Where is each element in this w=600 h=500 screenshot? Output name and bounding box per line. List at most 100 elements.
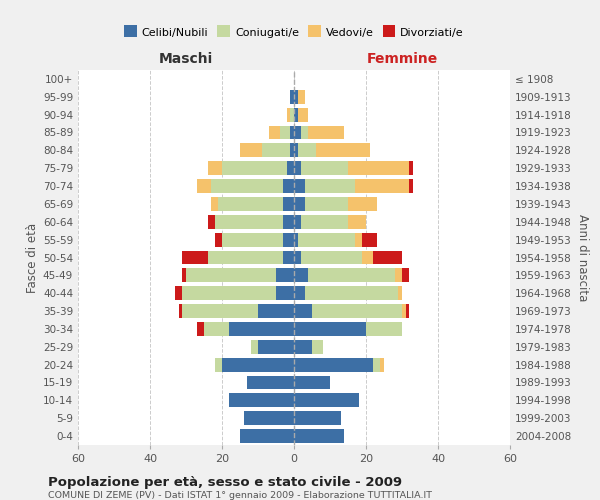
Bar: [218, 197, 283, 211]
Bar: [294, 197, 305, 211]
Bar: [182, 286, 276, 300]
Bar: [283, 197, 294, 211]
Bar: [211, 197, 218, 211]
Bar: [355, 179, 409, 193]
Bar: [197, 179, 211, 193]
Bar: [294, 358, 373, 372]
Bar: [395, 268, 402, 282]
Bar: [283, 232, 294, 246]
Bar: [409, 161, 413, 175]
Bar: [301, 250, 362, 264]
Bar: [215, 358, 222, 372]
Bar: [208, 215, 215, 229]
Bar: [294, 144, 298, 158]
Bar: [197, 322, 204, 336]
Bar: [208, 250, 283, 264]
Bar: [348, 197, 377, 211]
Y-axis label: Fasce di età: Fasce di età: [26, 222, 39, 292]
Bar: [316, 144, 370, 158]
Bar: [283, 179, 294, 193]
Bar: [402, 268, 409, 282]
Bar: [294, 340, 312, 354]
Bar: [222, 161, 287, 175]
Bar: [211, 179, 283, 193]
Bar: [290, 126, 294, 140]
Bar: [240, 429, 294, 443]
Bar: [208, 161, 222, 175]
Bar: [348, 215, 366, 229]
Bar: [276, 286, 294, 300]
Text: Popolazione per età, sesso e stato civile - 2009: Popolazione per età, sesso e stato civil…: [48, 476, 402, 489]
Bar: [290, 108, 294, 122]
Bar: [294, 250, 301, 264]
Bar: [298, 232, 355, 246]
Bar: [247, 376, 294, 390]
Bar: [406, 304, 409, 318]
Bar: [301, 161, 348, 175]
Bar: [380, 358, 384, 372]
Bar: [182, 250, 208, 264]
Text: Maschi: Maschi: [159, 52, 213, 66]
Bar: [258, 340, 294, 354]
Bar: [222, 358, 294, 372]
Bar: [204, 322, 229, 336]
Bar: [308, 268, 395, 282]
Bar: [294, 161, 301, 175]
Bar: [294, 394, 359, 407]
Bar: [294, 108, 298, 122]
Bar: [294, 304, 312, 318]
Bar: [305, 286, 398, 300]
Bar: [305, 197, 348, 211]
Bar: [179, 304, 182, 318]
Bar: [298, 144, 316, 158]
Bar: [312, 304, 402, 318]
Bar: [186, 268, 276, 282]
Bar: [294, 232, 298, 246]
Bar: [362, 250, 373, 264]
Bar: [240, 144, 262, 158]
Bar: [182, 304, 258, 318]
Bar: [290, 144, 294, 158]
Bar: [362, 232, 377, 246]
Bar: [294, 411, 341, 425]
Bar: [222, 232, 283, 246]
Bar: [258, 304, 294, 318]
Bar: [312, 340, 323, 354]
Bar: [301, 215, 348, 229]
Bar: [305, 179, 355, 193]
Legend: Celibi/Nubili, Coniugati/e, Vedovi/e, Divorziati/e: Celibi/Nubili, Coniugati/e, Vedovi/e, Di…: [119, 23, 469, 42]
Bar: [283, 215, 294, 229]
Y-axis label: Anni di nascita: Anni di nascita: [576, 214, 589, 301]
Bar: [355, 232, 362, 246]
Bar: [398, 286, 402, 300]
Bar: [287, 161, 294, 175]
Bar: [294, 268, 308, 282]
Bar: [301, 126, 308, 140]
Bar: [283, 250, 294, 264]
Bar: [298, 90, 305, 104]
Bar: [348, 161, 409, 175]
Bar: [276, 268, 294, 282]
Bar: [294, 286, 305, 300]
Bar: [262, 144, 290, 158]
Bar: [290, 90, 294, 104]
Bar: [294, 126, 301, 140]
Bar: [229, 394, 294, 407]
Bar: [298, 108, 308, 122]
Bar: [294, 429, 344, 443]
Bar: [175, 286, 182, 300]
Bar: [182, 268, 186, 282]
Bar: [366, 322, 402, 336]
Bar: [294, 90, 298, 104]
Bar: [402, 304, 406, 318]
Bar: [215, 232, 222, 246]
Bar: [294, 179, 305, 193]
Bar: [269, 126, 280, 140]
Bar: [215, 215, 283, 229]
Bar: [251, 340, 258, 354]
Bar: [229, 322, 294, 336]
Bar: [280, 126, 290, 140]
Bar: [287, 108, 290, 122]
Bar: [244, 411, 294, 425]
Bar: [373, 250, 402, 264]
